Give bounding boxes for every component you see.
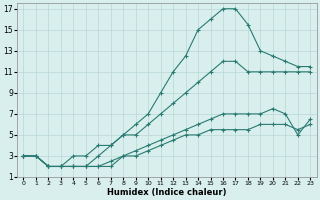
X-axis label: Humidex (Indice chaleur): Humidex (Indice chaleur) (107, 188, 227, 197)
